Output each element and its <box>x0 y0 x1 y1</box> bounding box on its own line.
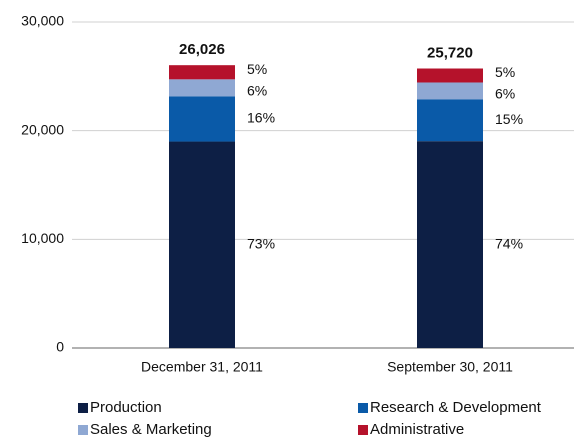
bar-segment <box>417 82 483 100</box>
y-tick-label: 20,000 <box>21 121 64 137</box>
legend-label: Research & Development <box>370 399 542 416</box>
x-tick-label: September 30, 2011 <box>387 359 513 375</box>
bar-segment <box>417 99 483 142</box>
legend-swatch <box>78 425 88 435</box>
legend-label: Sales & Marketing <box>90 421 212 438</box>
bar-segment <box>169 96 235 142</box>
percent-label: 73% <box>247 235 275 251</box>
legend-label: Production <box>90 399 162 416</box>
bar-segment <box>417 141 483 348</box>
percent-label: 15% <box>495 111 523 127</box>
percent-label: 5% <box>495 64 515 80</box>
percent-label: 5% <box>247 61 267 77</box>
legend-swatch <box>358 403 368 413</box>
bar-segment <box>169 79 235 97</box>
bar-segment <box>169 141 235 348</box>
percent-label: 16% <box>247 110 275 126</box>
x-tick-label: December 31, 2011 <box>141 359 263 375</box>
legend-label: Administrative <box>370 421 464 438</box>
y-tick-label: 0 <box>56 339 64 355</box>
legend-swatch <box>78 403 88 413</box>
percent-label: 6% <box>247 83 267 99</box>
percent-label: 6% <box>495 86 515 102</box>
bar-segment <box>417 68 483 83</box>
legend-swatch <box>358 425 368 435</box>
percent-label: 74% <box>495 235 523 251</box>
total-label: 25,720 <box>427 44 473 61</box>
y-tick-label: 10,000 <box>21 230 64 246</box>
total-label: 26,026 <box>179 41 225 58</box>
bar-segment <box>169 65 235 80</box>
y-tick-label: 30,000 <box>21 13 64 29</box>
